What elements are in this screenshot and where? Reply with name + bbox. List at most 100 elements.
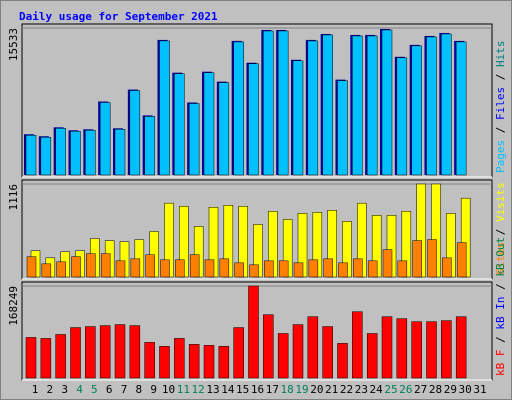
- x-tick-label: 28: [429, 383, 442, 396]
- bar: [174, 338, 185, 379]
- bar: [85, 130, 96, 176]
- bar: [338, 262, 348, 278]
- bar: [25, 337, 37, 379]
- bar: [203, 345, 215, 379]
- side-label-part: Sites: [494, 242, 507, 275]
- bar: [160, 259, 170, 278]
- bar: [264, 260, 274, 278]
- side-label-part: Visits: [494, 182, 507, 222]
- bar: [40, 137, 52, 176]
- x-tick-label: 18: [281, 383, 294, 396]
- bar: [40, 338, 52, 379]
- side-label: kB F / kB In / kB Out: [494, 237, 507, 376]
- bar: [278, 260, 289, 278]
- bar: [233, 41, 244, 176]
- side-label: Pages / Files / Hits: [494, 41, 507, 174]
- side-label-part: kB F: [494, 350, 507, 377]
- bar: [396, 57, 408, 176]
- x-tick-label: 25: [384, 383, 397, 396]
- x-tick-label: 6: [106, 383, 113, 396]
- bar: [441, 33, 452, 176]
- side-label-part: kB Out: [494, 237, 507, 277]
- x-tick-label: 21: [325, 383, 338, 396]
- bar: [263, 30, 274, 176]
- x-tick-label: 9: [150, 383, 157, 396]
- x-tick-label: 31: [473, 383, 486, 396]
- x-tick-label: 29: [444, 383, 457, 396]
- x-tick-label: 30: [459, 383, 472, 396]
- bar: [248, 63, 259, 176]
- bar: [381, 29, 393, 176]
- x-tick-label: 12: [192, 383, 205, 396]
- x-tick-label: 20: [310, 383, 323, 396]
- bar: [99, 102, 111, 176]
- bar: [234, 262, 244, 278]
- bar: [70, 131, 81, 176]
- bar: [233, 327, 244, 379]
- bar: [426, 321, 437, 379]
- bar: [322, 34, 333, 176]
- bar: [322, 326, 333, 379]
- bar: [382, 249, 393, 278]
- bar: [218, 346, 230, 379]
- bar: [412, 240, 422, 278]
- bar: [70, 327, 81, 379]
- bar: [263, 314, 274, 379]
- side-label-part: Pages: [494, 140, 507, 173]
- bar: [352, 311, 363, 379]
- side-label-separator: /: [494, 222, 507, 242]
- x-tick-label: 1: [32, 383, 39, 396]
- bar: [204, 259, 215, 278]
- bar: [292, 324, 304, 379]
- x-tick-label: 3: [61, 383, 68, 396]
- bar: [114, 324, 126, 379]
- bar: [397, 260, 408, 278]
- side-label-separator: /: [494, 330, 507, 350]
- bar: [159, 346, 170, 379]
- bar: [175, 259, 185, 278]
- x-tick-label: 15: [236, 383, 249, 396]
- bar: [353, 258, 363, 278]
- chart-title: Daily usage for September 2021: [19, 10, 218, 23]
- bar: [85, 326, 96, 379]
- bar: [129, 325, 141, 379]
- bar: [411, 45, 422, 176]
- bar: [337, 343, 348, 379]
- bar: [41, 263, 52, 278]
- bar: [99, 325, 111, 379]
- bar: [55, 128, 66, 176]
- bar: [366, 35, 378, 176]
- bar: [426, 36, 437, 176]
- x-tick-label: 19: [295, 383, 308, 396]
- bar: [411, 321, 422, 379]
- bar: [367, 260, 378, 278]
- bar: [277, 30, 289, 176]
- bar: [456, 242, 467, 278]
- bar: [188, 344, 200, 379]
- bar: [441, 320, 452, 379]
- bar: [396, 318, 408, 379]
- x-tick-label: 17: [266, 383, 279, 396]
- bar: [25, 135, 37, 176]
- bar: [55, 334, 66, 379]
- x-tick-label: 26: [399, 383, 412, 396]
- bar: [115, 260, 126, 278]
- bar: [352, 35, 363, 176]
- bar: [159, 40, 170, 176]
- side-label-separator: /: [494, 67, 507, 87]
- y-tick-label: 15533: [7, 28, 20, 61]
- side-label: Sites / Visits: [494, 182, 507, 275]
- x-tick-label: 22: [340, 383, 353, 396]
- bar: [366, 333, 378, 379]
- bar: [174, 73, 185, 176]
- x-tick-label: 23: [355, 383, 368, 396]
- bar: [56, 261, 66, 278]
- x-tick-label: 8: [136, 383, 143, 396]
- bar: [130, 258, 141, 278]
- bar: [188, 103, 200, 176]
- x-tick-label: 4: [76, 383, 83, 396]
- bar: [381, 316, 393, 379]
- side-label-part: Hits: [494, 41, 507, 68]
- x-tick-label: 11: [177, 383, 190, 396]
- side-label-separator: /: [494, 120, 507, 140]
